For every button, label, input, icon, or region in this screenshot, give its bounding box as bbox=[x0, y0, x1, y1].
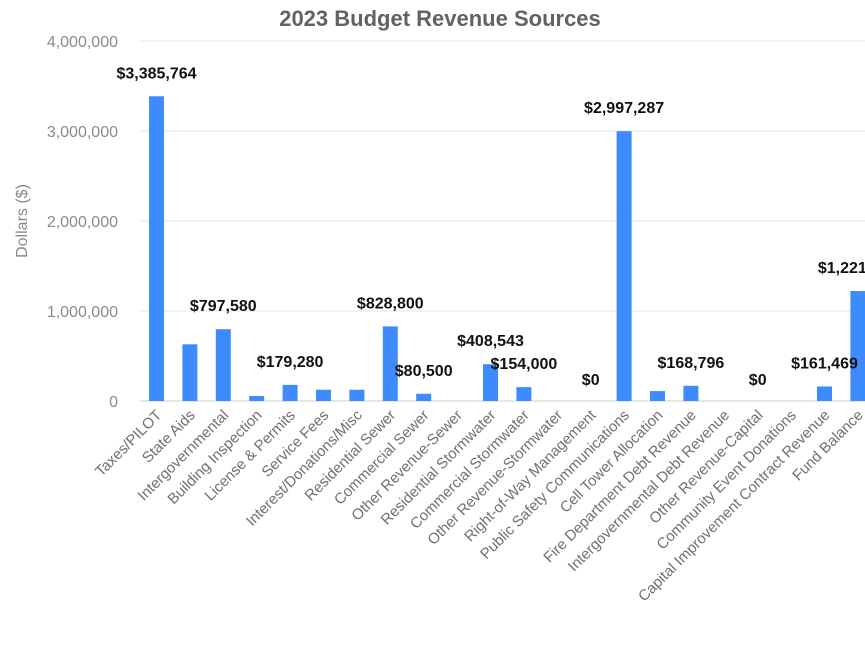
y-tick-label: 2,000,000 bbox=[47, 214, 118, 231]
bar bbox=[516, 387, 532, 401]
bar bbox=[382, 326, 398, 401]
data-label: $179,280 bbox=[257, 354, 324, 371]
bar bbox=[416, 393, 432, 401]
bar bbox=[683, 385, 699, 401]
y-tick-label: 4,000,000 bbox=[47, 34, 118, 51]
y-tick-label: 0 bbox=[109, 394, 118, 411]
data-label: $80,500 bbox=[395, 363, 453, 380]
data-label: $1,221,796 bbox=[818, 260, 865, 277]
bars bbox=[149, 96, 865, 401]
y-tick-label: 3,000,000 bbox=[47, 124, 118, 141]
bar bbox=[316, 389, 331, 401]
data-label: $2,997,287 bbox=[584, 100, 664, 117]
data-label: $154,000 bbox=[491, 356, 558, 373]
data-label: $0 bbox=[582, 372, 600, 389]
y-axis-label: Dollars ($) bbox=[14, 184, 31, 258]
data-label: $797,580 bbox=[190, 298, 257, 315]
bar bbox=[817, 386, 832, 401]
bar bbox=[282, 384, 298, 401]
bar bbox=[249, 396, 265, 401]
data-label: $828,800 bbox=[357, 295, 424, 312]
bar bbox=[349, 389, 365, 401]
data-label: $0 bbox=[749, 372, 767, 389]
bar bbox=[149, 96, 164, 401]
bar bbox=[616, 131, 632, 401]
y-tick-label: 1,000,000 bbox=[47, 304, 118, 321]
gridlines bbox=[140, 40, 865, 402]
bar bbox=[650, 391, 665, 401]
y-axis-ticks: 0 1,000,000 2,000,000 3,000,000 4,000,000 bbox=[47, 34, 118, 411]
chart-title: 2023 Budget Revenue Sources bbox=[279, 6, 601, 31]
bar bbox=[215, 329, 231, 401]
bar bbox=[850, 291, 865, 401]
bar bbox=[182, 344, 198, 401]
bar bbox=[483, 364, 498, 401]
data-label: $3,385,764 bbox=[116, 65, 196, 82]
data-label: $408,543 bbox=[457, 333, 524, 350]
data-labels: $3,385,764 $797,580 $179,280 $828,800 $80,50… bbox=[116, 65, 865, 389]
data-label: $161,469 bbox=[791, 355, 858, 372]
data-label: $168,796 bbox=[658, 355, 725, 372]
